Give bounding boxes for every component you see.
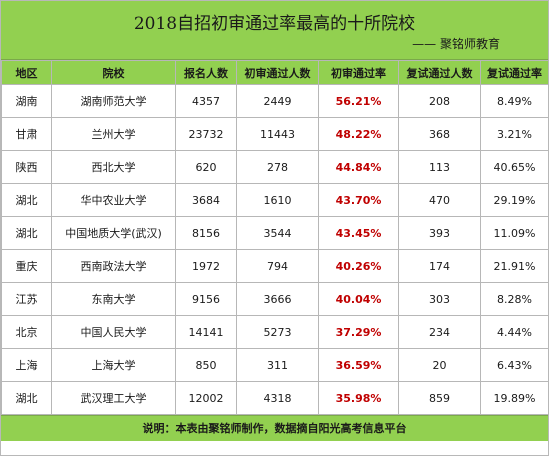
cell-region: 湖北	[1, 183, 52, 217]
cell-retest-rate: 19.89%	[480, 381, 549, 415]
cell-applicants: 4357	[175, 84, 237, 118]
cell-school: 武汉理工大学	[51, 381, 176, 415]
cell-school: 中国人民大学	[51, 315, 176, 349]
cell-prelim-passed: 794	[236, 249, 319, 283]
cell-prelim-passed: 3666	[236, 282, 319, 316]
cell-applicants: 8156	[175, 216, 237, 250]
table-row: 陕西 西北大学 620 278 44.84% 113 40.65%	[1, 150, 549, 184]
cell-applicants: 23732	[175, 117, 237, 151]
cell-school: 中国地质大学(武汉)	[51, 216, 176, 250]
cell-region: 陕西	[1, 150, 52, 184]
cell-prelim-rate: 36.59%	[318, 348, 399, 382]
page-title: 2018自招初审通过率最高的十所院校	[133, 14, 416, 34]
cell-school: 华中农业大学	[51, 183, 176, 217]
cell-region: 湖北	[1, 216, 52, 250]
footnote: 说明：本表由聚铭师制作，数据摘自阳光高考信息平台	[1, 415, 548, 441]
column-header-region: 地区	[1, 60, 52, 85]
column-header-school: 院校	[51, 60, 176, 85]
cell-region: 湖北	[1, 381, 52, 415]
table-row: 湖南 湖南师范大学 4357 2449 56.21% 208 8.49%	[1, 84, 549, 118]
cell-retest-rate: 8.28%	[480, 282, 549, 316]
cell-applicants: 12002	[175, 381, 237, 415]
cell-region: 上海	[1, 348, 52, 382]
data-table: 地区 院校 报名人数 初审通过人数 初审通过率 复试通过人数 复试通过率 湖南湖…	[1, 60, 549, 415]
cell-school: 西南政法大学	[51, 249, 176, 283]
cell-prelim-rate: 37.29%	[318, 315, 399, 349]
cell-prelim-passed: 11443	[236, 117, 319, 151]
cell-retest-rate: 3.21%	[480, 117, 549, 151]
cell-applicants: 3684	[175, 183, 237, 217]
column-header-applicants: 报名人数	[175, 60, 237, 85]
cell-retest-passed: 234	[398, 315, 481, 349]
column-header-retest-passed: 复试通过人数	[398, 60, 481, 85]
cell-applicants: 9156	[175, 282, 237, 316]
table-row: 甘肃 兰州大学 23732 11443 48.22% 368 3.21%	[1, 117, 549, 151]
cell-retest-passed: 208	[398, 84, 481, 118]
cell-school: 西北大学	[51, 150, 176, 184]
cell-retest-passed: 470	[398, 183, 481, 217]
cell-retest-rate: 11.09%	[480, 216, 549, 250]
table-row: 湖北 华中农业大学 3684 1610 43.70% 470 29.19%	[1, 183, 549, 217]
cell-prelim-rate: 40.26%	[318, 249, 399, 283]
cell-retest-passed: 174	[398, 249, 481, 283]
cell-prelim-passed: 5273	[236, 315, 319, 349]
cell-retest-rate: 4.44%	[480, 315, 549, 349]
cell-prelim-rate: 44.84%	[318, 150, 399, 184]
cell-retest-rate: 29.19%	[480, 183, 549, 217]
title-band: 2018自招初审通过率最高的十所院校 —— 聚铭师教育	[1, 1, 548, 60]
cell-prelim-rate: 48.22%	[318, 117, 399, 151]
cell-school: 上海大学	[51, 348, 176, 382]
table-row: 湖北 中国地质大学(武汉) 8156 3544 43.45% 393 11.09%	[1, 216, 549, 250]
column-header-prelim-passed: 初审通过人数	[236, 60, 319, 85]
cell-prelim-passed: 278	[236, 150, 319, 184]
cell-region: 重庆	[1, 249, 52, 283]
cell-retest-rate: 8.49%	[480, 84, 549, 118]
cell-region: 湖南	[1, 84, 52, 118]
cell-retest-passed: 20	[398, 348, 481, 382]
cell-retest-passed: 113	[398, 150, 481, 184]
cell-retest-passed: 368	[398, 117, 481, 151]
table-row: 湖北 武汉理工大学 12002 4318 35.98% 859 19.89%	[1, 381, 549, 415]
table-row: 北京 中国人民大学 14141 5273 37.29% 234 4.44%	[1, 315, 549, 349]
cell-region: 甘肃	[1, 117, 52, 151]
cell-applicants: 14141	[175, 315, 237, 349]
cell-region: 北京	[1, 315, 52, 349]
column-header-retest-rate: 复试通过率	[480, 60, 549, 85]
cell-school: 兰州大学	[51, 117, 176, 151]
cell-retest-passed: 303	[398, 282, 481, 316]
cell-applicants: 620	[175, 150, 237, 184]
cell-retest-rate: 6.43%	[480, 348, 549, 382]
cell-prelim-rate: 56.21%	[318, 84, 399, 118]
cell-retest-passed: 393	[398, 216, 481, 250]
cell-prelim-passed: 1610	[236, 183, 319, 217]
cell-retest-rate: 21.91%	[480, 249, 549, 283]
cell-applicants: 1972	[175, 249, 237, 283]
table-row: 江苏 东南大学 9156 3666 40.04% 303 8.28%	[1, 282, 549, 316]
cell-prelim-rate: 43.70%	[318, 183, 399, 217]
cell-prelim-rate: 35.98%	[318, 381, 399, 415]
column-header-prelim-rate: 初审通过率	[318, 60, 399, 85]
cell-region: 江苏	[1, 282, 52, 316]
cell-prelim-passed: 4318	[236, 381, 319, 415]
cell-retest-rate: 40.65%	[480, 150, 549, 184]
cell-applicants: 850	[175, 348, 237, 382]
cell-school: 东南大学	[51, 282, 176, 316]
cell-prelim-passed: 311	[236, 348, 319, 382]
header-row: 地区 院校 报名人数 初审通过人数 初审通过率 复试通过人数 复试通过率	[1, 60, 549, 85]
cell-prelim-rate: 40.04%	[318, 282, 399, 316]
table-row: 重庆 西南政法大学 1972 794 40.26% 174 21.91%	[1, 249, 549, 283]
cell-retest-passed: 859	[398, 381, 481, 415]
byline: —— 聚铭师教育	[412, 37, 500, 51]
table-row: 上海 上海大学 850 311 36.59% 20 6.43%	[1, 348, 549, 382]
cell-prelim-passed: 2449	[236, 84, 319, 118]
cell-prelim-passed: 3544	[236, 216, 319, 250]
cell-school: 湖南师范大学	[51, 84, 176, 118]
cell-prelim-rate: 43.45%	[318, 216, 399, 250]
